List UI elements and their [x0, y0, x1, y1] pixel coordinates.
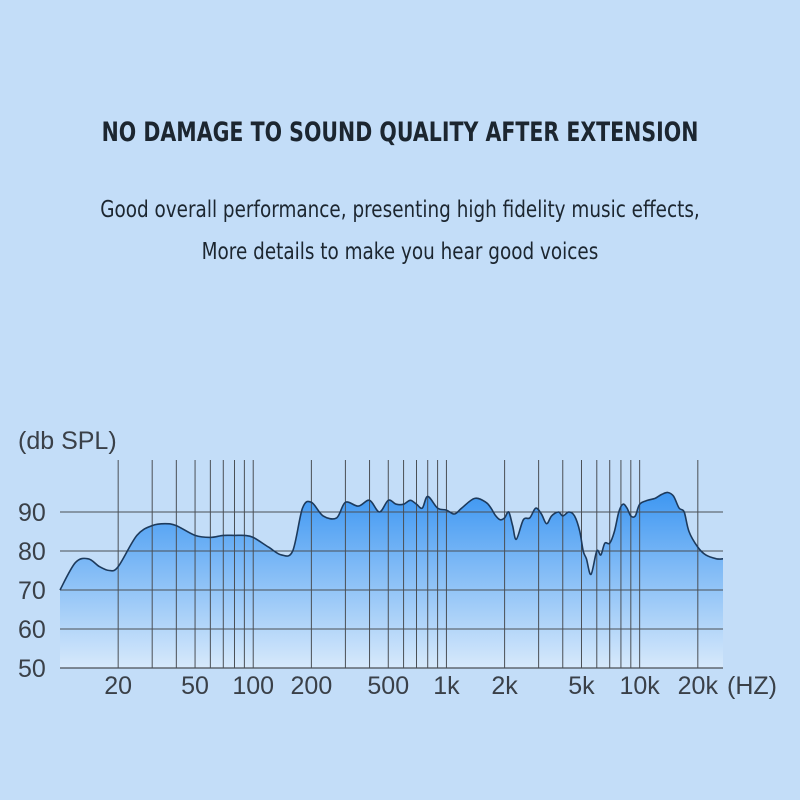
- x-tick-label: 100: [232, 672, 274, 700]
- response-curve: [59, 491, 724, 591]
- x-tick-label: 50: [181, 672, 209, 700]
- y-tick-label: 90: [18, 499, 46, 527]
- x-tick-label: 20: [104, 672, 132, 700]
- x-tick-label: 500: [367, 672, 409, 700]
- label-layer: (db SPL) (HZ) 50 60 70 80 90 20 50 100 200 500 1k 2…: [18, 427, 777, 700]
- headline: NO DAMAGE TO SOUND QUALITY AFTER EXTENSI…: [101, 117, 699, 148]
- y-tick-label: 80: [18, 538, 46, 566]
- response-area: [60, 492, 723, 668]
- curve-layer: [59, 491, 724, 591]
- y-tick-label: 70: [18, 577, 46, 605]
- x-tick-label: 10k: [619, 672, 660, 700]
- y-axis-label: (db SPL): [18, 427, 117, 455]
- y-tick-label: 50: [18, 655, 46, 683]
- x-tick-label: 1k: [433, 672, 460, 700]
- x-tick-label: 200: [291, 672, 333, 700]
- subline-1: Good overall performance, presenting hig…: [100, 197, 700, 223]
- x-tick-label: 20k: [678, 672, 719, 700]
- subline-2: More details to make you hear good voice…: [201, 239, 599, 265]
- grid-layer: [60, 460, 723, 669]
- area-layer: [60, 492, 723, 668]
- x-axis-label: (HZ): [727, 672, 777, 700]
- x-tick-label: 5k: [568, 672, 595, 700]
- y-tick-label: 60: [18, 616, 46, 644]
- x-tick-label: 2k: [491, 672, 518, 700]
